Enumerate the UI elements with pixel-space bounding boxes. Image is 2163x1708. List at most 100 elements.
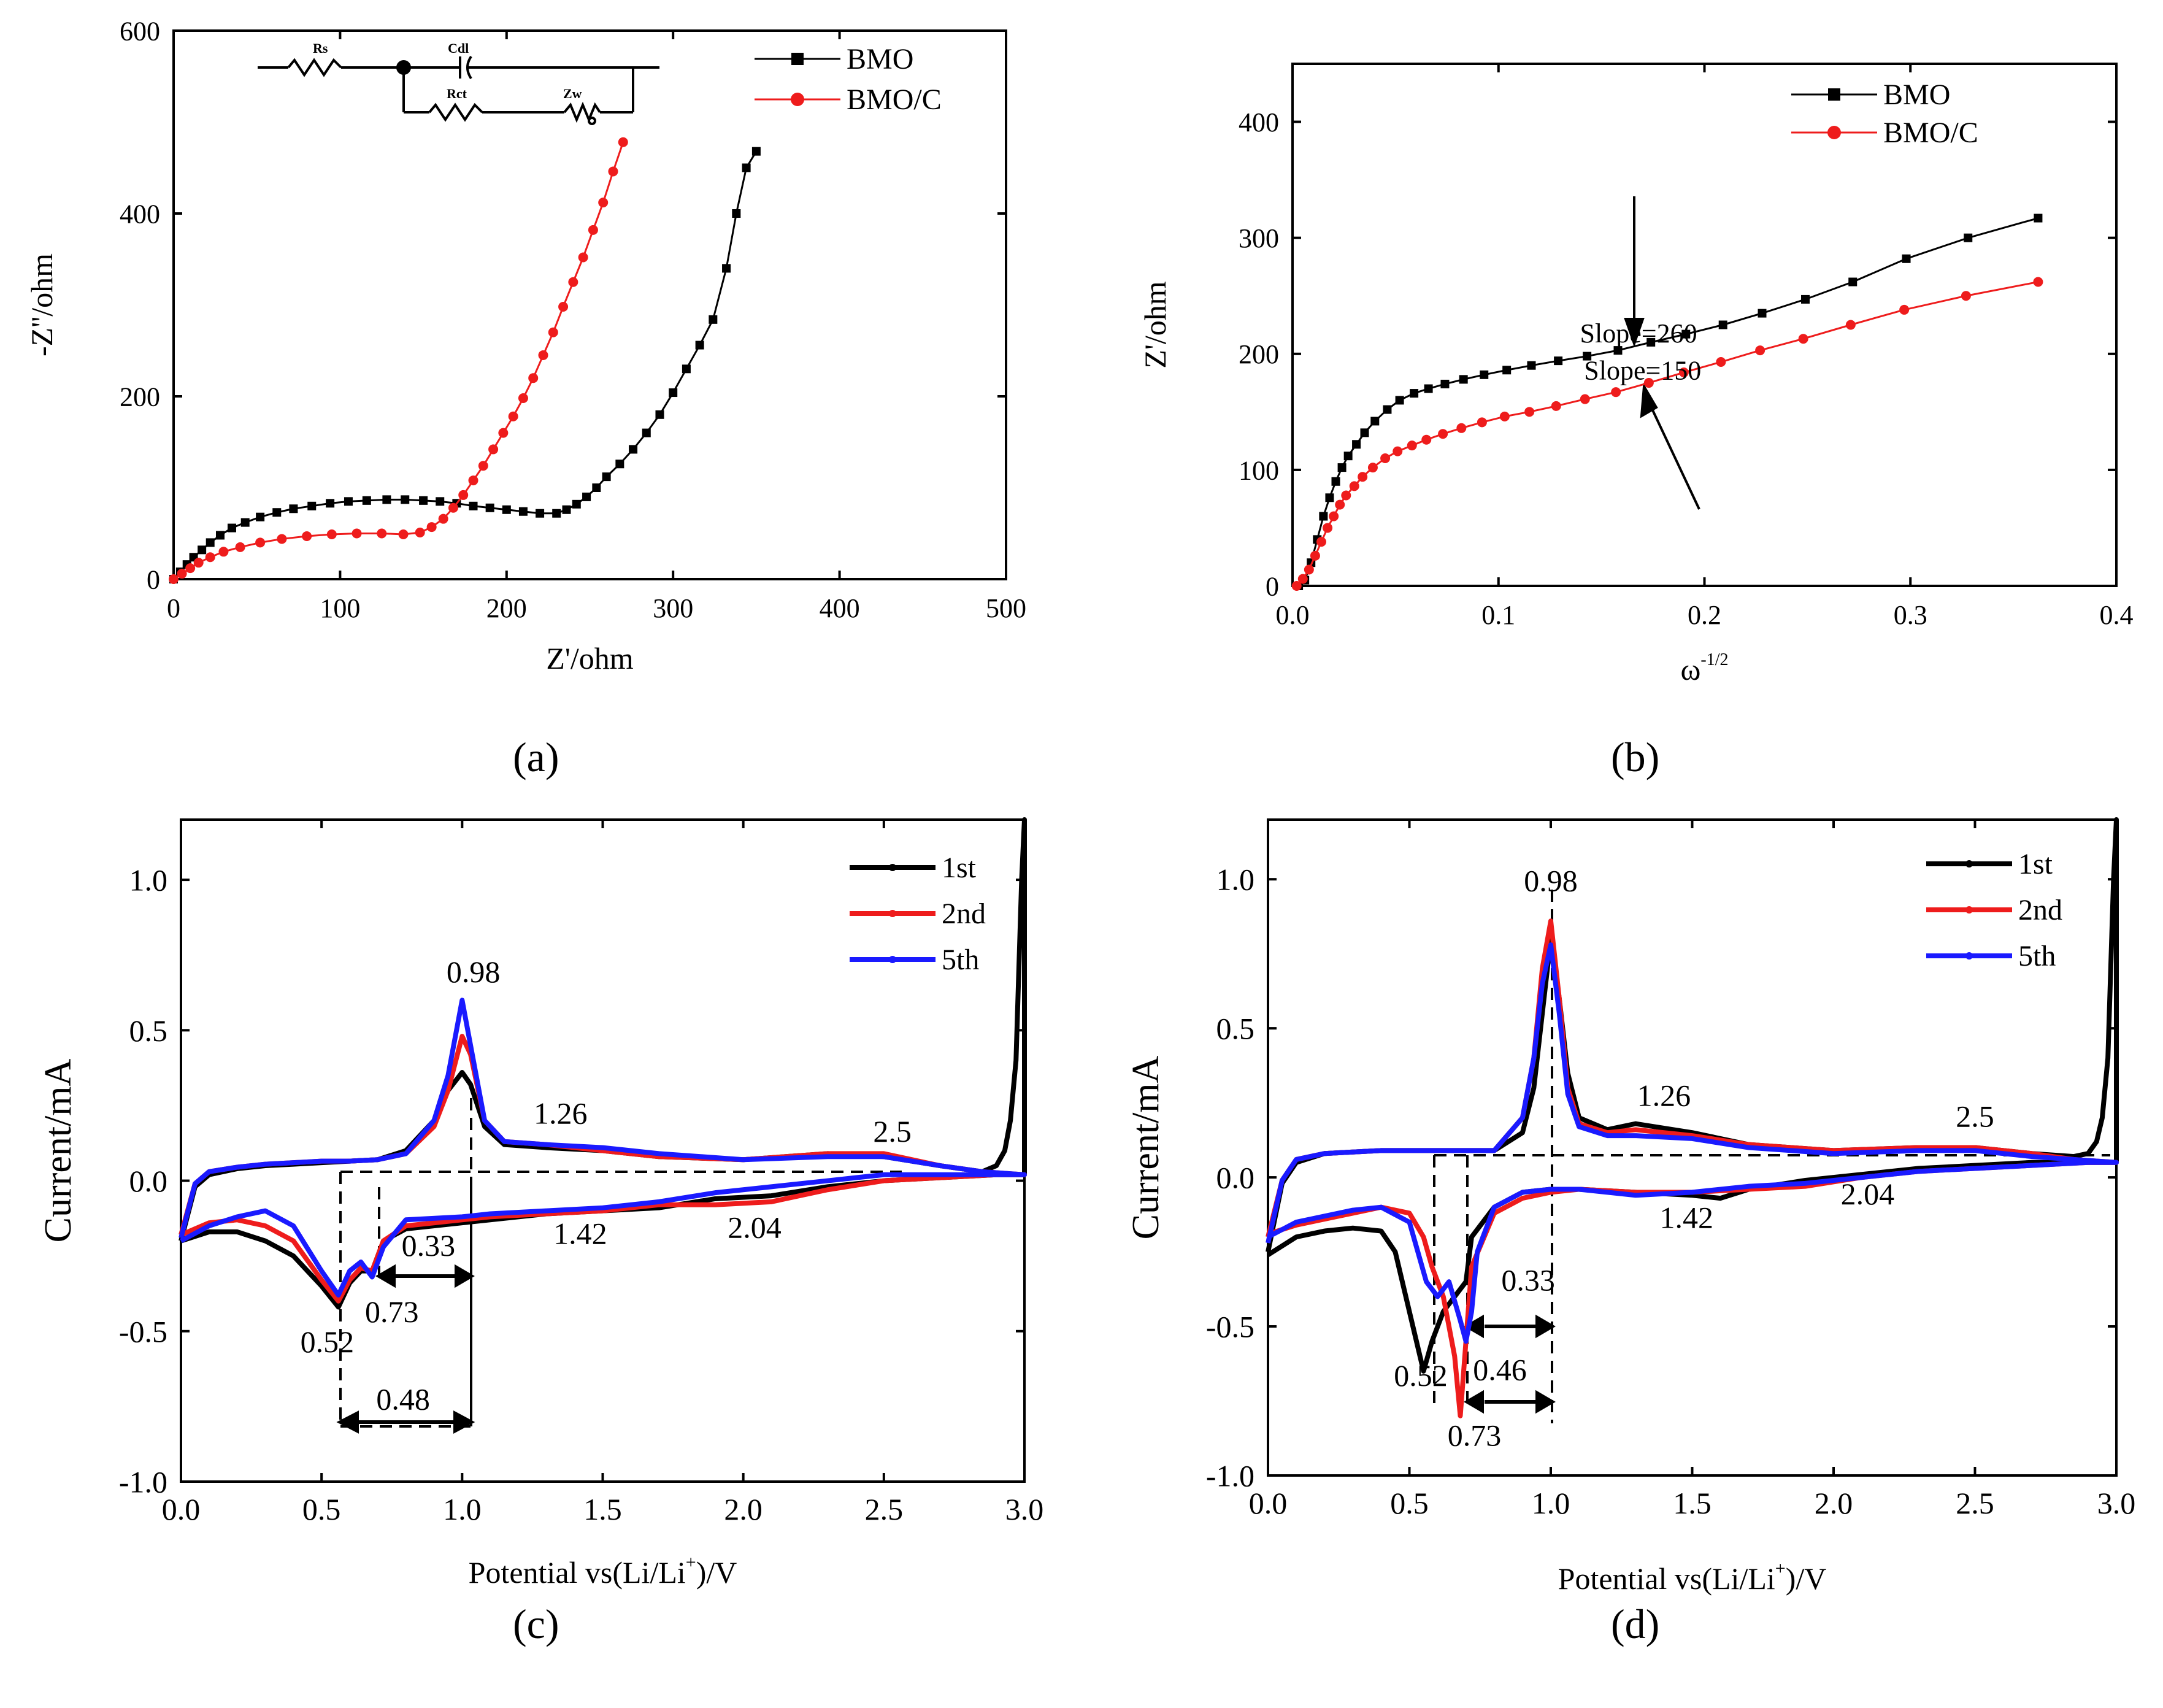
- y-tick-label: 0.0: [1216, 1161, 1255, 1195]
- data-point: [362, 496, 371, 505]
- legend-label: 2nd: [942, 898, 986, 930]
- data-point: [538, 350, 548, 360]
- data-point: [419, 496, 428, 505]
- legend-swatch-marker: [791, 53, 804, 65]
- data-point: [448, 502, 458, 513]
- data-point: [1393, 446, 1403, 456]
- series-bmo: [1294, 214, 2043, 590]
- data-point: [469, 501, 478, 510]
- data-point: [1410, 389, 1419, 398]
- series-line: [179, 998, 1027, 1298]
- x-axis-label: Potential vs(Li/Li+)/V: [1558, 1558, 1827, 1596]
- annotation-label: 2.04: [728, 1210, 782, 1245]
- x-tick-label: 2.5: [1956, 1486, 1994, 1520]
- y-tick-label: 0: [147, 564, 160, 594]
- legend-swatch-marker: [1827, 126, 1841, 139]
- chart-3: 0.0 0.5 1.0 1.5 2.0 2.5 3.0 -1.0 -0.5 0.0 0.5 1.0 Po…: [37, 817, 1043, 1590]
- data-point: [1611, 387, 1621, 398]
- data-point: [1358, 472, 1368, 482]
- x-axis-label-superscript: -1/2: [1700, 650, 1728, 669]
- data-point: [215, 531, 225, 540]
- chart-4: 0.0 0.5 1.0 1.5 2.0 2.5 3.0 -1.0 -0.5 0.0 0.5 1.0 Po…: [1125, 817, 2135, 1596]
- annotation-label: 0.52: [301, 1325, 355, 1359]
- slope-arrow-bmoc: [1649, 404, 1700, 510]
- data-point: [177, 569, 187, 579]
- legend-swatch-marker: [791, 93, 804, 106]
- y-axis-label: Current/mA: [37, 1058, 79, 1242]
- data-point: [518, 507, 528, 516]
- x-tick-label: 0.1: [1481, 600, 1515, 630]
- y-axis-label: Current/mA: [1125, 1055, 1167, 1239]
- x-tick-label: 2.0: [724, 1492, 763, 1526]
- data-point: [1456, 423, 1467, 433]
- data-point: [608, 166, 618, 177]
- arrows-d: [1464, 1314, 1556, 1414]
- data-point: [169, 574, 179, 584]
- annotation-label: 0.73: [365, 1294, 419, 1329]
- data-point: [618, 137, 628, 147]
- panel-label-b: (b): [1611, 734, 1660, 780]
- legend-swatch-marker: [1965, 906, 1973, 914]
- annotation-label: 0.48: [376, 1382, 430, 1416]
- x-tick-label: 300: [653, 593, 693, 623]
- y-tick-label: -1.0: [119, 1465, 167, 1499]
- data-point: [578, 252, 588, 263]
- y-tick-label: 600: [120, 16, 160, 46]
- data-point: [352, 528, 362, 539]
- data-point: [438, 514, 448, 524]
- data-point: [485, 503, 494, 512]
- data-point: [1477, 417, 1487, 428]
- data-point: [655, 410, 664, 419]
- annotation-label: 1.26: [1637, 1078, 1691, 1112]
- data-point: [2034, 214, 2043, 223]
- x-tick-label: 100: [320, 593, 360, 623]
- x-axis-label: Potential vs(Li/Li+)/V: [469, 1552, 737, 1590]
- data-point: [536, 509, 545, 518]
- annotation-label: 0.98: [447, 955, 501, 989]
- annotation-label: 2.5: [873, 1114, 912, 1148]
- data-point: [558, 301, 569, 312]
- data-point: [1297, 574, 1308, 584]
- x-tick-label: 0.5: [1390, 1486, 1429, 1520]
- data-point: [1440, 379, 1450, 388]
- y-axis-label: -Z''/ohm: [25, 253, 59, 356]
- data-point: [1310, 550, 1320, 561]
- data-point: [552, 509, 561, 518]
- x-axis-label: Z'/ohm: [546, 641, 633, 675]
- data-point: [289, 504, 298, 514]
- y-axis-label: Z'/ohm: [1138, 281, 1172, 368]
- legend-label: 5th: [2018, 940, 2056, 972]
- x-tick-label: 500: [986, 593, 1026, 623]
- data-point: [742, 163, 751, 172]
- series-bmo-c: [169, 137, 628, 584]
- x-tick-label: 0.5: [302, 1492, 341, 1526]
- data-point: [1961, 291, 1971, 301]
- data-point: [1319, 512, 1328, 521]
- annotation-label: Slope=150: [1584, 355, 1701, 385]
- data-point: [1407, 440, 1417, 451]
- legend-swatch-marker: [1965, 860, 1973, 867]
- data-point: [1964, 233, 1973, 242]
- x-axis-label-text-end: )/V: [1786, 1561, 1827, 1596]
- data-point: [732, 209, 741, 218]
- x-axis-label-superscript: +: [686, 1552, 696, 1572]
- annotation-label: 0.73: [1448, 1418, 1502, 1452]
- data-point: [478, 461, 488, 471]
- data-point: [1499, 411, 1510, 421]
- data-point: [377, 528, 387, 539]
- legend-label: 1st: [2018, 848, 2053, 880]
- annotation-label: 1.42: [553, 1217, 607, 1251]
- data-point: [1367, 463, 1378, 473]
- annotation-label: 1.26: [534, 1096, 588, 1130]
- x-axis-label-text: Potential vs(Li/Li: [1558, 1561, 1775, 1596]
- data-point: [1341, 490, 1351, 501]
- data-point: [193, 558, 204, 568]
- data-point: [1323, 523, 1333, 533]
- data-point: [1613, 346, 1623, 355]
- data-point: [1643, 378, 1654, 388]
- y-tick-label: 0.5: [1216, 1012, 1255, 1046]
- y-tick-label: 1.0: [1216, 863, 1255, 897]
- legend-swatch-marker: [1828, 88, 1840, 101]
- data-point: [206, 538, 215, 547]
